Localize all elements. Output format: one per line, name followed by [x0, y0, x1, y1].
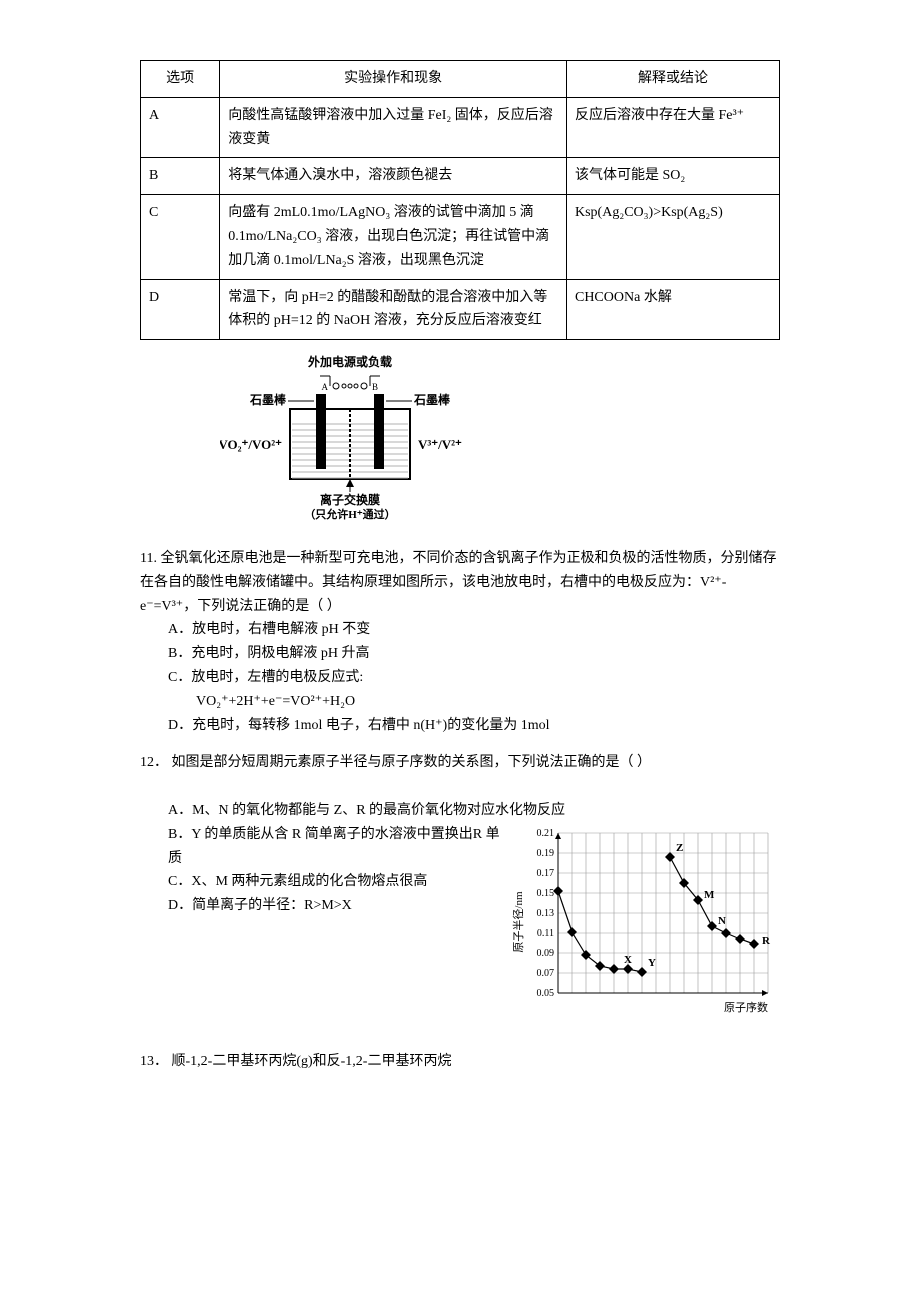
q11-stem: 全钒氧化还原电池是一种新型可充电池，不同价态的含钒离子作为正极和负极的活性物质，… — [140, 551, 776, 614]
svg-text:Z: Z — [676, 842, 683, 854]
svg-text:A: A — [322, 382, 329, 392]
q12-number: 12． — [140, 755, 168, 770]
battery-diagram-svg: 外加电源或负载 A B 石墨棒 石墨棒 VO₂⁺/VO²⁺ V³⁺/V²⁺ 离子交换膜（只允许… — [220, 354, 480, 524]
svg-text:外加电源或负载: 外加电源或负载 — [308, 354, 392, 369]
cell-conclusion: Ksp(Ag₂CO₃)>Ksp(Ag₂S) — [566, 195, 779, 279]
header-operation: 实验操作和现象 — [220, 61, 567, 98]
q11-option-b: B．充电时，阴极电解液 pH 升高 — [168, 642, 780, 666]
q11-option-c: C．放电时，左槽的电极反应式: — [168, 666, 780, 690]
svg-text:0.17: 0.17 — [537, 868, 555, 879]
svg-text:石墨棒: 石墨棒 — [413, 392, 451, 407]
svg-text:（只允许H⁺通过）: （只允许H⁺通过） — [304, 507, 395, 521]
svg-text:石墨棒: 石墨棒 — [249, 392, 287, 407]
cell-option: C — [141, 195, 220, 279]
table-header-row: 选项 实验操作和现象 解释或结论 — [141, 61, 780, 98]
svg-text:离子交换膜: 离子交换膜 — [320, 492, 380, 507]
svg-text:0.15: 0.15 — [537, 888, 555, 899]
q11-number: 11. — [140, 551, 157, 566]
svg-text:Y: Y — [648, 957, 656, 969]
svg-text:V³⁺/V²⁺: V³⁺/V²⁺ — [418, 437, 462, 452]
q12-option-a: A．M、N 的氧化物都能与 Z、R 的最高价氧化物对应水化物反应 — [168, 799, 780, 823]
svg-text:N: N — [718, 915, 726, 927]
cell-conclusion: CHCOONa 水解 — [566, 279, 779, 340]
svg-text:原子序数: 原子序数 — [724, 1000, 768, 1014]
header-option: 选项 — [141, 61, 220, 98]
svg-text:X: X — [624, 954, 632, 966]
svg-text:0.13: 0.13 — [537, 908, 555, 919]
experiment-table: 选项 实验操作和现象 解释或结论 A 向酸性高锰酸钾溶液中加入过量 FeI₂ 固… — [140, 60, 780, 340]
svg-text:0.21: 0.21 — [537, 828, 555, 839]
vanadium-battery-diagram: 外加电源或负载 A B 石墨棒 石墨棒 VO₂⁺/VO²⁺ V³⁺/V²⁺ 离子交换膜（只允许… — [220, 354, 780, 533]
cell-operation: 常温下，向 pH=2 的醋酸和酚酞的混合溶液中加入等体积的 pH=12 的 Na… — [220, 279, 567, 340]
svg-text:VO₂⁺/VO²⁺: VO₂⁺/VO²⁺ — [220, 437, 282, 452]
q12-stem: 如图是部分短周期元素原子半径与原子序数的关系图，下列说法正确的是（ ） — [172, 755, 652, 770]
svg-text:R: R — [762, 935, 771, 947]
cell-conclusion: 该气体可能是 SO₂ — [566, 158, 779, 195]
svg-text:B: B — [372, 382, 378, 392]
q11-option-c-eq: VO₂⁺+2H⁺+e⁻=VO²⁺+H₂O — [196, 690, 780, 714]
q13-stem: 顺-1,2-二甲基环丙烷(g)和反-1,2-二甲基环丙烷 — [172, 1054, 452, 1069]
table-row: D 常温下，向 pH=2 的醋酸和酚酞的混合溶液中加入等体积的 pH=12 的 … — [141, 279, 780, 340]
table-row: C 向盛有 2mL0.1mo/LAgNO₃ 溶液的试管中滴加 5 滴 0.1mo… — [141, 195, 780, 279]
q11-option-a: A．放电时，右槽电解液 pH 不变 — [168, 618, 780, 642]
cell-conclusion: 反应后溶液中存在大量 Fe³⁺ — [566, 97, 779, 158]
cell-operation: 将某气体通入溴水中，溶液颜色褪去 — [220, 158, 567, 195]
svg-text:0.05: 0.05 — [537, 988, 555, 999]
question-11: 11. 全钒氧化还原电池是一种新型可充电池，不同价态的含钒离子作为正极和负极的活… — [140, 547, 780, 737]
table-row: A 向酸性高锰酸钾溶液中加入过量 FeI₂ 固体，反应后溶液变黄 反应后溶液中存… — [141, 97, 780, 158]
svg-text:0.11: 0.11 — [537, 928, 554, 939]
cell-operation: 向酸性高锰酸钾溶液中加入过量 FeI₂ 固体，反应后溶液变黄 — [220, 97, 567, 158]
svg-text:M: M — [704, 889, 715, 901]
cell-option: B — [141, 158, 220, 195]
cell-operation: 向盛有 2mL0.1mo/LAgNO₃ 溶液的试管中滴加 5 滴 0.1mo/L… — [220, 195, 567, 279]
q11-option-d: D．充电时，每转移 1mol 电子，右槽中 n(H⁺)的变化量为 1mol — [168, 714, 780, 738]
cell-option: D — [141, 279, 220, 340]
question-12: 12． 如图是部分短周期元素原子半径与原子序数的关系图，下列说法正确的是（ ） … — [140, 751, 780, 1035]
page: 选项 实验操作和现象 解释或结论 A 向酸性高锰酸钾溶液中加入过量 FeI₂ 固… — [0, 0, 920, 1147]
atomic-radius-chart: 原子半径/nm 0.05 0.07 0.09 0.11 0.13 0.15 0.17 0.19 0… — [510, 827, 780, 1026]
svg-text:0.07: 0.07 — [537, 968, 555, 979]
table-row: B 将某气体通入溴水中，溶液颜色褪去 该气体可能是 SO₂ — [141, 158, 780, 195]
svg-text:原子半径/nm: 原子半径/nm — [511, 891, 525, 953]
atomic-radius-chart-svg: 原子半径/nm 0.05 0.07 0.09 0.11 0.13 0.15 0.17 0.19 0… — [510, 827, 780, 1017]
header-conclusion: 解释或结论 — [566, 61, 779, 98]
svg-text:0.09: 0.09 — [537, 948, 555, 959]
q13-number: 13． — [140, 1054, 168, 1069]
question-13: 13． 顺-1,2-二甲基环丙烷(g)和反-1,2-二甲基环丙烷 — [140, 1050, 780, 1074]
svg-text:0.19: 0.19 — [537, 848, 555, 859]
cell-option: A — [141, 97, 220, 158]
